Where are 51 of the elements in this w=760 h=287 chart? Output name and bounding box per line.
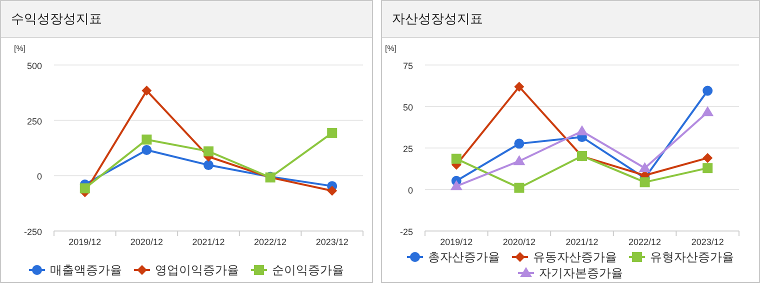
point <box>450 180 462 190</box>
point <box>514 82 524 92</box>
chart-title: 자산성장성지표 <box>382 1 759 38</box>
x-tick-label: 2021/12 <box>566 237 598 247</box>
point <box>204 160 214 170</box>
point <box>638 162 651 172</box>
y-tick-label: 75 <box>402 61 413 71</box>
y-axis-title: [%] <box>385 44 397 53</box>
y-tick-label: -250 <box>24 227 42 237</box>
y-tick-label: 500 <box>26 61 42 71</box>
point <box>451 154 462 164</box>
x-tick-label: 2021/12 <box>192 237 225 247</box>
x-tick-label: 2022/12 <box>254 237 287 247</box>
legend-label: 자기자본증가율 <box>539 265 623 281</box>
y-axis-title: [%] <box>14 44 26 53</box>
y-tick-label: 50 <box>402 102 413 112</box>
point <box>640 177 650 188</box>
point <box>80 183 90 194</box>
point <box>514 182 524 193</box>
point <box>142 144 152 155</box>
point <box>514 138 524 149</box>
y-tick-label: 25 <box>402 144 413 154</box>
x-tick-label: 2019/12 <box>68 237 102 247</box>
point <box>327 128 338 138</box>
legend-label: 유동자산증가율 <box>533 249 617 265</box>
y-tick-label: 250 <box>26 116 42 126</box>
y-tick-label: 0 <box>408 186 413 196</box>
point <box>702 86 713 96</box>
point <box>513 155 526 166</box>
legend-label: 순이익증가율 <box>272 262 344 278</box>
point <box>142 86 152 96</box>
legend-label: 총자산증가율 <box>428 249 500 265</box>
x-tick-label: 2023/12 <box>691 237 724 247</box>
y-tick-label: -25 <box>400 227 413 237</box>
point <box>702 163 713 174</box>
x-tick-label: 2019/12 <box>440 237 473 247</box>
point <box>142 134 152 145</box>
x-tick-label: 2020/12 <box>502 237 536 247</box>
legend-label: 유형자산증가율 <box>650 249 734 265</box>
chart-title: 수익성장성지표 <box>1 1 372 38</box>
point <box>327 186 338 196</box>
point <box>702 106 714 116</box>
legend-label: 매출액증가율 <box>50 262 122 278</box>
point <box>204 146 214 156</box>
point <box>576 125 588 136</box>
x-tick-label: 2020/12 <box>130 237 163 247</box>
x-tick-label: 2023/12 <box>316 237 348 247</box>
point <box>702 152 713 163</box>
legend-label: 영업이익증가율 <box>155 262 239 278</box>
y-tick-label: 0 <box>36 172 42 182</box>
x-tick-label: 2022/12 <box>628 237 662 247</box>
